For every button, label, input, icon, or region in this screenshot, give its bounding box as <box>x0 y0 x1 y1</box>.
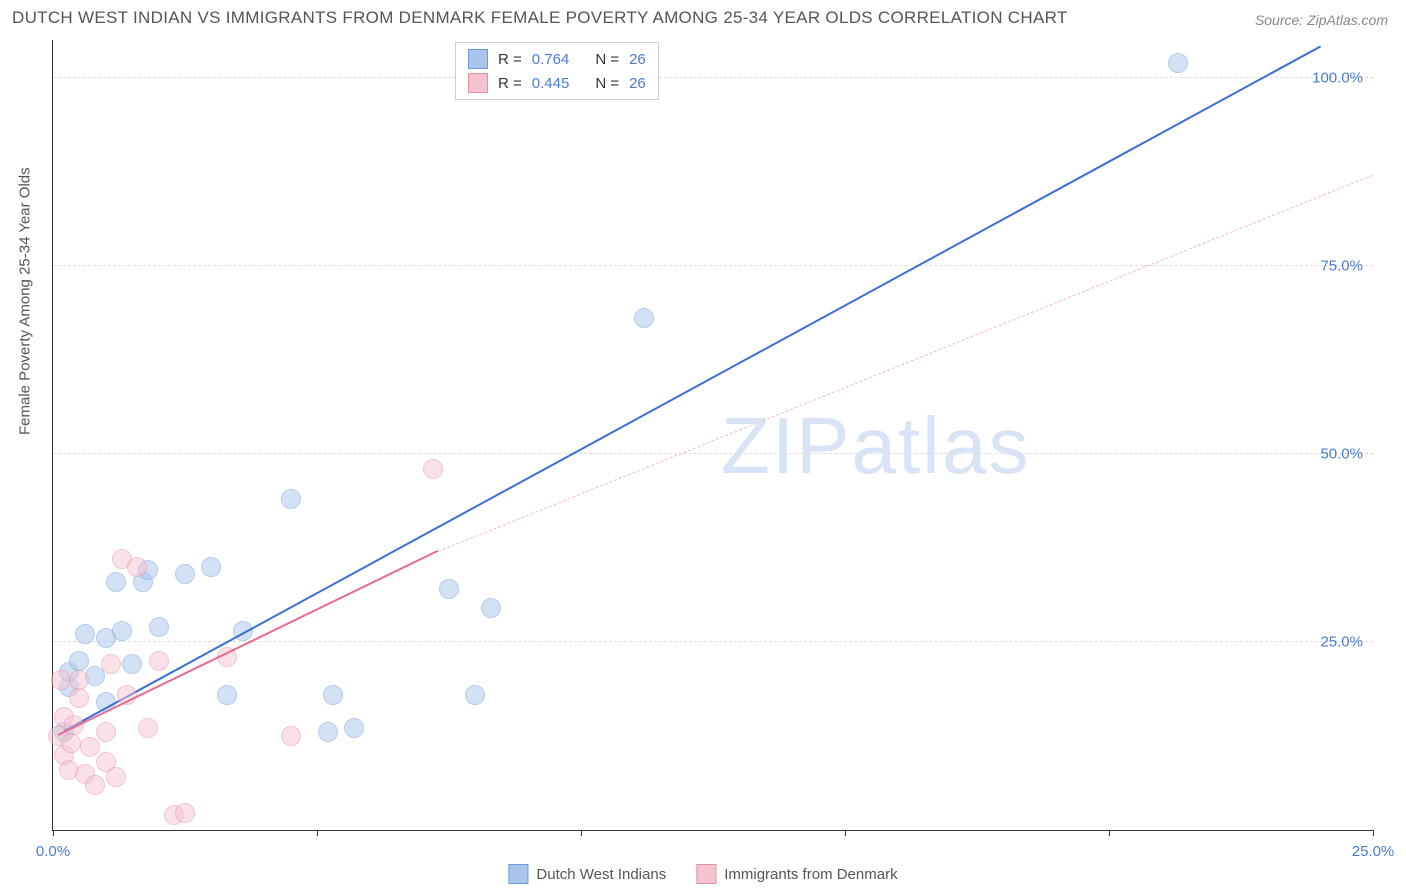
plot-area: Female Poverty Among 25-34 Year Olds ZIP… <box>52 40 1373 831</box>
gridline-h <box>53 265 1373 266</box>
data-point <box>344 718 364 738</box>
y-tick-label: 50.0% <box>1320 445 1363 462</box>
data-point <box>51 670 71 690</box>
data-point <box>201 557 221 577</box>
data-point <box>96 722 116 742</box>
y-tick-label: 25.0% <box>1320 633 1363 650</box>
y-tick-label: 75.0% <box>1320 257 1363 274</box>
data-point <box>323 685 343 705</box>
data-point <box>69 688 89 708</box>
data-point <box>149 651 169 671</box>
legend-item: Immigrants from Denmark <box>696 864 897 884</box>
y-axis-label: Female Poverty Among 25-34 Year Olds <box>17 167 34 435</box>
legend-series: Dutch West Indians Immigrants from Denmar… <box>508 864 897 884</box>
legend-label: Immigrants from Denmark <box>724 866 897 883</box>
data-point <box>175 803 195 823</box>
legend-n-label: N = <box>595 75 619 92</box>
legend-swatch <box>696 864 716 884</box>
x-tick <box>581 830 582 836</box>
data-point <box>127 557 147 577</box>
data-point <box>634 308 654 328</box>
data-point <box>106 572 126 592</box>
legend-row: R = 0.764 N = 26 <box>468 47 646 71</box>
watermark: ZIPatlas <box>721 400 1030 492</box>
legend-swatch <box>468 73 488 93</box>
legend-n-value: 26 <box>629 51 646 68</box>
data-point <box>61 733 81 753</box>
legend-row: R = 0.445 N = 26 <box>468 71 646 95</box>
data-point <box>85 775 105 795</box>
data-point <box>138 718 158 738</box>
y-tick-label: 100.0% <box>1312 69 1363 86</box>
legend-correlation: R = 0.764 N = 26 R = 0.445 N = 26 <box>455 42 659 100</box>
legend-r-value: 0.764 <box>532 51 570 68</box>
data-point <box>281 726 301 746</box>
x-tick-label: 25.0% <box>1352 843 1395 860</box>
gridline-h <box>53 453 1373 454</box>
chart-title: DUTCH WEST INDIAN VS IMMIGRANTS FROM DEN… <box>12 8 1068 28</box>
legend-r-label: R = <box>498 75 522 92</box>
data-point <box>80 737 100 757</box>
legend-r-value: 0.445 <box>532 75 570 92</box>
legend-swatch <box>508 864 528 884</box>
data-point <box>281 489 301 509</box>
legend-item: Dutch West Indians <box>508 864 666 884</box>
x-tick-label: 0.0% <box>36 843 70 860</box>
x-tick <box>53 830 54 836</box>
data-point <box>481 598 501 618</box>
data-point <box>112 621 132 641</box>
legend-n-label: N = <box>595 51 619 68</box>
data-point <box>101 654 121 674</box>
data-point <box>69 670 89 690</box>
x-tick <box>1109 830 1110 836</box>
x-tick <box>317 830 318 836</box>
x-tick <box>845 830 846 836</box>
legend-r-label: R = <box>498 51 522 68</box>
data-point <box>465 685 485 705</box>
legend-label: Dutch West Indians <box>536 866 666 883</box>
legend-n-value: 26 <box>629 75 646 92</box>
data-point <box>106 767 126 787</box>
legend-swatch <box>468 49 488 69</box>
source-label: Source: ZipAtlas.com <box>1255 12 1388 28</box>
gridline-h <box>53 77 1373 78</box>
data-point <box>149 617 169 637</box>
data-point <box>69 651 89 671</box>
trend-line <box>63 46 1321 732</box>
trend-line <box>438 174 1373 551</box>
data-point <box>423 459 443 479</box>
data-point <box>217 685 237 705</box>
data-point <box>175 564 195 584</box>
data-point <box>439 579 459 599</box>
x-tick <box>1373 830 1374 836</box>
data-point <box>318 722 338 742</box>
data-point <box>122 654 142 674</box>
data-point <box>75 624 95 644</box>
data-point <box>1168 53 1188 73</box>
